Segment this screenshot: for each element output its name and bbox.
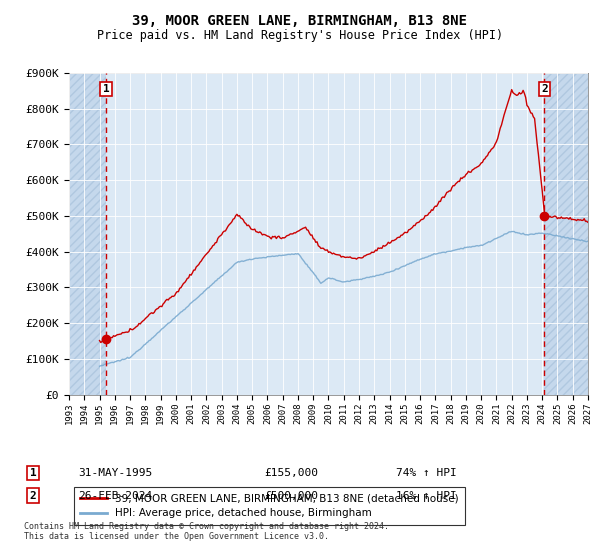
Text: £155,000: £155,000 xyxy=(264,468,318,478)
Bar xyxy=(544,73,588,395)
Text: 31-MAY-1995: 31-MAY-1995 xyxy=(78,468,152,478)
Text: 2: 2 xyxy=(29,491,37,501)
Text: 1: 1 xyxy=(103,84,109,94)
Text: 74% ↑ HPI: 74% ↑ HPI xyxy=(396,468,457,478)
Text: Contains HM Land Registry data © Crown copyright and database right 2024.
This d: Contains HM Land Registry data © Crown c… xyxy=(24,522,389,542)
Text: £500,000: £500,000 xyxy=(264,491,318,501)
Bar xyxy=(69,73,106,395)
Text: 39, MOOR GREEN LANE, BIRMINGHAM, B13 8NE: 39, MOOR GREEN LANE, BIRMINGHAM, B13 8NE xyxy=(133,14,467,28)
Text: Price paid vs. HM Land Registry's House Price Index (HPI): Price paid vs. HM Land Registry's House … xyxy=(97,29,503,42)
Text: 26-FEB-2024: 26-FEB-2024 xyxy=(78,491,152,501)
Text: 2: 2 xyxy=(541,84,548,94)
Text: 16% ↑ HPI: 16% ↑ HPI xyxy=(396,491,457,501)
Text: 1: 1 xyxy=(29,468,37,478)
Legend: 39, MOOR GREEN LANE, BIRMINGHAM, B13 8NE (detached house), HPI: Average price, d: 39, MOOR GREEN LANE, BIRMINGHAM, B13 8NE… xyxy=(74,487,465,525)
